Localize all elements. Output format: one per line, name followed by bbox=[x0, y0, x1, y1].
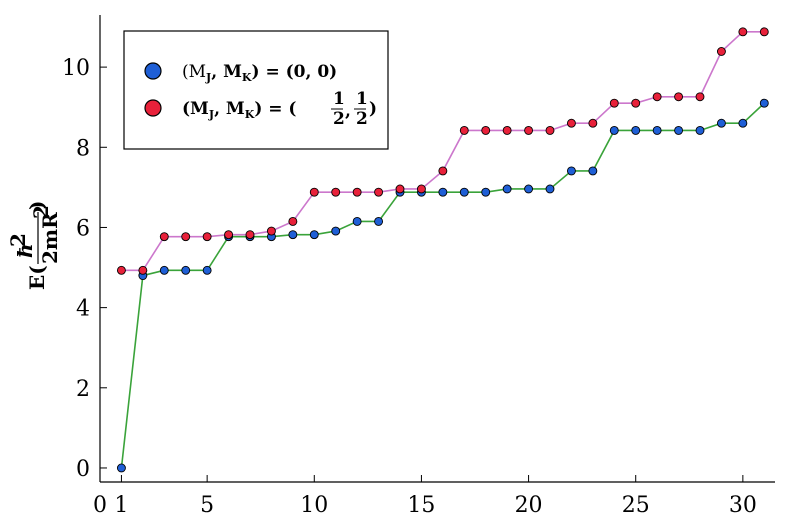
series-2-point bbox=[609, 98, 619, 108]
series-1-point bbox=[202, 265, 212, 275]
x-tick-label: 25 bbox=[622, 493, 650, 518]
series-2-point bbox=[288, 216, 298, 226]
y-axis-label-denominator-exp: 2 bbox=[29, 205, 53, 219]
legend-frac1-den: 2 bbox=[333, 109, 345, 129]
series-1-point bbox=[738, 118, 748, 128]
y-axis-label-denominator: 2mR bbox=[38, 212, 62, 264]
svg-text:(MJ, MK) = (: (MJ, MK) = ( bbox=[182, 99, 296, 121]
y-tick-label: 8 bbox=[76, 136, 90, 161]
legend-marker-series-2 bbox=[144, 99, 162, 117]
series-1-point bbox=[481, 187, 491, 197]
series-1-point bbox=[459, 187, 469, 197]
series-2-point bbox=[331, 187, 341, 197]
series-2-point bbox=[116, 265, 126, 275]
y-tick-label: 4 bbox=[76, 297, 90, 322]
series-2-point bbox=[416, 184, 426, 194]
y-axis-label: E( ħ 2 2mR 2 ) bbox=[6, 201, 62, 290]
y-tick-label: 10 bbox=[62, 56, 90, 81]
series-1-point bbox=[631, 125, 641, 135]
legend-marker-series-1 bbox=[144, 62, 162, 80]
series-1-point bbox=[159, 265, 169, 275]
series-2-point bbox=[374, 187, 384, 197]
series-2-point bbox=[502, 125, 512, 135]
legend-frac2-num: 1 bbox=[356, 89, 368, 109]
series-1-point bbox=[438, 187, 448, 197]
series-1-point bbox=[566, 166, 576, 176]
series-2-point bbox=[716, 47, 726, 56]
series-2-point bbox=[224, 230, 234, 240]
x-tick-label: 30 bbox=[729, 493, 757, 518]
series-2-point bbox=[181, 232, 191, 242]
series-2-point bbox=[352, 187, 362, 197]
legend-frac-sep: , bbox=[345, 101, 351, 121]
x-tick-label: 20 bbox=[515, 493, 543, 518]
series-2-point bbox=[481, 125, 491, 135]
series-1-point bbox=[545, 184, 555, 194]
series-2-point bbox=[395, 184, 405, 194]
series-2-point bbox=[674, 92, 684, 102]
series-1-point bbox=[181, 265, 191, 275]
series-1-point bbox=[695, 125, 705, 135]
series-1-point bbox=[309, 230, 319, 240]
series-2-point bbox=[524, 125, 534, 135]
series-1-point bbox=[759, 98, 769, 108]
series-1-point bbox=[502, 184, 512, 194]
legend-box bbox=[123, 30, 389, 150]
series-2-point bbox=[159, 232, 169, 242]
series-2-point bbox=[631, 98, 641, 108]
series-1-line bbox=[120, 102, 765, 469]
series-1-point bbox=[352, 216, 362, 226]
x-tick-label: 0 bbox=[93, 493, 107, 518]
series-2-point bbox=[738, 27, 748, 37]
series-1-point bbox=[588, 166, 598, 176]
series-1-point bbox=[331, 226, 341, 236]
y-tick-label: 2 bbox=[76, 377, 90, 402]
series-points bbox=[116, 27, 769, 473]
series-2-point bbox=[202, 232, 212, 242]
series-1-point bbox=[524, 184, 534, 194]
x-tick-label: 5 bbox=[200, 493, 214, 518]
series-1-point bbox=[674, 125, 684, 135]
series-2-point bbox=[245, 230, 255, 240]
series-2-point bbox=[438, 166, 448, 176]
legend-frac1-num: 1 bbox=[333, 89, 345, 109]
series-2-point bbox=[566, 118, 576, 128]
series-2-point bbox=[309, 187, 319, 197]
y-tick-label: 6 bbox=[76, 216, 90, 241]
series-2-point bbox=[545, 125, 555, 135]
series-1-point bbox=[716, 118, 726, 128]
series-2-point bbox=[138, 265, 148, 275]
series-2-point bbox=[759, 27, 769, 37]
x-tick-label: 15 bbox=[407, 493, 435, 518]
y-axis-label-hbar-exp: 2 bbox=[6, 233, 30, 247]
series-1-point bbox=[609, 125, 619, 135]
series-1-point bbox=[288, 230, 298, 240]
legend-frac-end: ) bbox=[369, 99, 377, 119]
series-2-point bbox=[695, 92, 705, 102]
series-2-point bbox=[652, 92, 662, 102]
legend: (MJ, MK) = (0, 0) (MJ, MK) = ( 1 2 , 1 2… bbox=[123, 30, 389, 150]
x-tick-label: 1 bbox=[114, 493, 128, 518]
legend-frac2-den: 2 bbox=[356, 109, 368, 129]
y-axis-label-hbar: ħ bbox=[13, 243, 37, 258]
y-tick-label: 0 bbox=[76, 457, 90, 482]
series-1-point bbox=[374, 216, 384, 226]
y-axis-label-close: ) bbox=[25, 201, 49, 210]
x-tick-label: 10 bbox=[300, 493, 328, 518]
series-2-point bbox=[588, 118, 598, 128]
legend-label-series-1: (MJ, MK) = (0, 0) bbox=[182, 62, 337, 84]
series-2-point bbox=[266, 226, 276, 236]
series-2-point bbox=[459, 125, 469, 135]
y-axis-label-energy: E( bbox=[25, 265, 49, 290]
series-1-point bbox=[652, 125, 662, 135]
legend-label-series-2: (MJ, MK) = ( 1 2 , 1 2 ) bbox=[182, 89, 377, 129]
series-1-point bbox=[116, 463, 126, 473]
